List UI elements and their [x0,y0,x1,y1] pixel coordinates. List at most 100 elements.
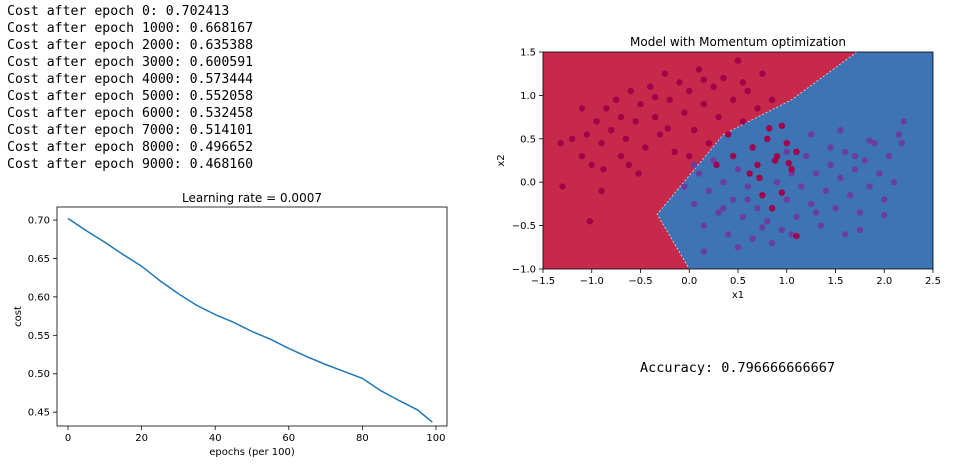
scatter-point-class0 [681,109,688,116]
x-tick-label: −1.5 [531,276,555,287]
scatter-point-class0 [637,100,644,108]
scatter-point-class0 [583,131,591,138]
scatter-point-class0 [559,183,566,190]
scatter-point-class1 [876,170,883,177]
scatter-point-class0 [756,174,763,182]
x-tick-label: 2.0 [876,276,892,287]
x-tick-label: 1.5 [828,276,844,287]
scatter-point-class1 [739,213,747,221]
scatter-point-class0 [768,96,776,103]
scatter-point-class1 [734,165,742,173]
scatter-point-class0 [746,170,753,177]
scatter-point-class0 [632,118,639,125]
scatter-point-class0 [656,131,664,138]
scatter-point-class0 [729,96,737,103]
scatter-point-class0 [666,96,673,103]
scatter-point-class0 [778,122,786,129]
scatter-point-class0 [713,161,720,169]
scatter-point-class1 [783,196,790,203]
scatter-point-class1 [734,244,742,251]
scatter-point-class1 [783,148,790,156]
scatter-point-class1 [729,196,737,203]
scatter-point-class0 [598,187,605,195]
scatter-point-class0 [617,113,625,121]
scatter-point-class0 [671,148,678,156]
scatter-point-class1 [881,211,888,219]
scatter-point-class0 [754,161,761,169]
scatter-point-class0 [603,105,610,112]
scatter-point-class1 [842,148,849,156]
scatter-point-class1 [890,179,898,186]
scatter-point-class1 [807,131,815,138]
decision-boundary-chart: Model with Momentum optimization−1.5 −1.0… [496,35,941,301]
log-line: Cost after epoch 2000: 0.635388 [7,38,254,53]
y-tick-label: 1.5 [520,48,536,59]
y-tick-label: 0.55 [28,331,50,342]
log-line: Cost after epoch 9000: 0.468160 [7,157,254,172]
scatter-point-class1 [720,205,727,212]
scatter-point-class0 [771,157,779,164]
scatter-point-class0 [569,135,576,142]
scatter-point-class0 [729,152,737,160]
scatter-point-class0 [635,170,642,177]
scatter-point-class0 [759,70,766,77]
scatter-point-class1 [759,224,766,231]
cost-series-line [67,217,433,423]
log-line: Cost after epoch 4000: 0.573444 [7,72,254,87]
output-log: Cost after epoch 0: 0.702413 Cost after e… [7,3,253,173]
scatter-point-class0 [625,161,632,169]
scatter-point-class1 [681,183,688,190]
scatter-point-class1 [842,231,849,238]
scatter-point-class1 [817,222,825,229]
plot-frame [56,206,448,427]
scatter-point-class1 [812,209,820,216]
scatter-point-class0 [764,135,771,142]
scatter-point-class0 [578,152,586,160]
x-tick-label: 0.5 [730,276,746,287]
y-tick-label: −0.5 [512,221,536,232]
scatter-point-class1 [856,226,864,234]
log-line: Cost after epoch 8000: 0.496652 [7,140,254,155]
log-line: Cost after epoch 1000: 0.668167 [7,21,254,36]
scatter-point-class0 [778,189,786,196]
scatter-point-class1 [846,192,854,199]
scatter-point-class1 [744,196,751,203]
scatter-point-class0 [705,139,712,147]
scatter-point-class1 [861,157,868,164]
log-line: Cost after epoch 5000: 0.552058 [7,89,254,104]
y-tick-label: 0.65 [28,254,50,265]
x-tick-label: 1.0 [779,276,795,287]
scatter-point-class0 [686,152,693,160]
scatter-point-class0 [664,125,671,132]
scatter-point-class1 [773,179,781,186]
scatter-point-class1 [768,239,776,247]
log-line: Cost after epoch 6000: 0.532458 [7,106,254,121]
x-axis-label: epochs (per 100) [209,447,295,458]
log-line: Cost after epoch 7000: 0.514101 [7,123,254,138]
scatter-point-class0 [788,165,795,173]
scatter-point-class0 [754,105,761,112]
log-line: Cost after epoch 3000: 0.600591 [7,55,254,70]
x-tick-label: 0.0 [681,276,697,287]
scatter-point-class0 [793,232,800,240]
scatter-point-class0 [598,139,605,147]
scatter-point-class0 [676,79,683,86]
scatter-point-class1 [803,152,810,160]
scatter-point-class1 [720,179,727,186]
decision-boundary-edge [656,51,858,270]
y-tick-label: 0.60 [28,292,50,303]
chart-title: Learning rate = 0.0007 [182,191,322,205]
scatter-point-class0 [739,79,747,86]
scatter-point-class0 [627,87,634,95]
scatter-point-class0 [725,131,732,138]
y-tick-label: 0.50 [28,369,50,380]
scatter-point-class0 [720,74,727,82]
accuracy-text: Accuracy: 0.796666666667 [640,360,836,376]
scatter-point-class0 [749,144,756,151]
y-tick-label: −1.0 [512,265,536,276]
scatter-point-class1 [881,196,888,203]
scatter-point-class1 [900,118,907,125]
scatter-point-class0 [700,100,708,108]
scatter-point-class1 [856,209,864,216]
scatter-point-class1 [749,235,756,242]
